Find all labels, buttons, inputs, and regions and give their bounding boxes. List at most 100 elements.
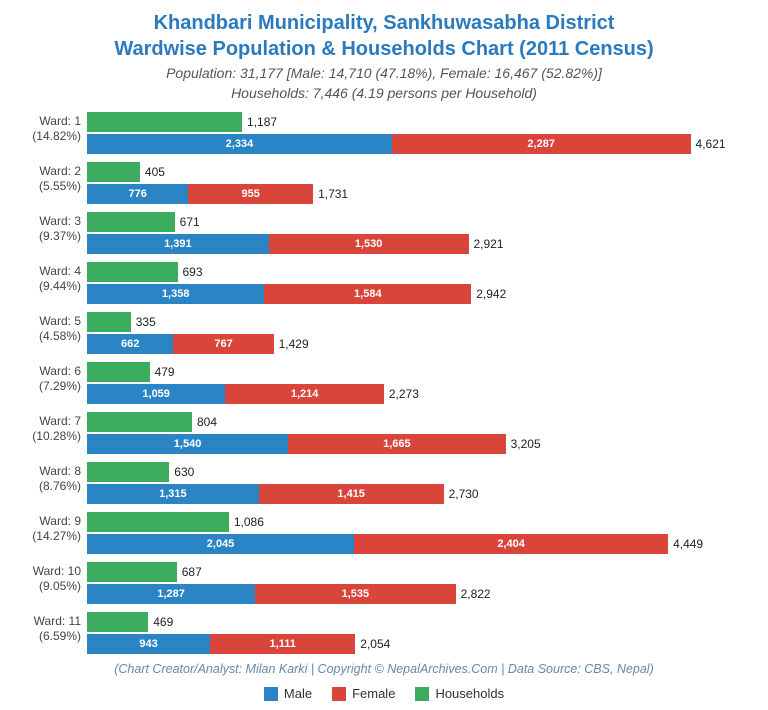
population-total: 4,621 xyxy=(696,137,726,151)
legend-label-male: Male xyxy=(284,686,312,701)
male-bar: 943 xyxy=(87,634,210,654)
ward-label: Ward: 10(9.05%) xyxy=(15,562,87,593)
ward-name: Ward: 5 xyxy=(15,314,81,328)
ward-name: Ward: 11 xyxy=(15,614,81,628)
male-bar: 1,391 xyxy=(87,234,269,254)
ward-pct: (6.59%) xyxy=(15,629,81,643)
ward-name: Ward: 2 xyxy=(15,164,81,178)
population-bar-row: 1,3911,530 2,921 xyxy=(87,234,753,254)
ward-bars: 1,187 2,3342,287 4,621 xyxy=(87,112,753,156)
households-bar xyxy=(87,262,178,282)
population-total: 2,921 xyxy=(474,237,504,251)
legend: Male Female Households xyxy=(15,686,753,701)
ward-bars: 4057769551,731 xyxy=(87,162,753,206)
ward-bars: 8041,5401,6653,205 xyxy=(87,412,753,456)
ward-pct: (4.58%) xyxy=(15,329,81,343)
ward-label: Ward: 4(9.44%) xyxy=(15,262,87,293)
female-bar: 1,530 xyxy=(269,234,469,254)
chart-subtitle-line2: Households: 7,446 (4.19 persons per Hous… xyxy=(15,84,753,102)
households-bar-row: 469 xyxy=(87,612,753,632)
chart-title-line2: Wardwise Population & Households Chart (… xyxy=(15,36,753,62)
ward-pct: (9.05%) xyxy=(15,579,81,593)
households-bar xyxy=(87,112,242,132)
ward-name: Ward: 10 xyxy=(15,564,81,578)
households-bar xyxy=(87,212,175,232)
legend-swatch-female xyxy=(332,687,346,701)
ward-group: Ward: 11(6.59%) 469 9431,1112,054 xyxy=(15,612,753,656)
ward-bars: 479 1,0591,2142,273 xyxy=(87,362,753,406)
population-bar-row: 1,5401,6653,205 xyxy=(87,434,753,454)
ward-label: Ward: 3(9.37%) xyxy=(15,212,87,243)
households-value: 693 xyxy=(183,265,203,279)
footer-note: (Chart Creator/Analyst: Milan Karki | Co… xyxy=(15,662,753,676)
ward-bars: 3356627671,429 xyxy=(87,312,753,356)
households-value: 469 xyxy=(153,615,173,629)
population-bar-row: 2,0452,4044,449 xyxy=(87,534,753,554)
population-bar-row: 2,3342,287 4,621 xyxy=(87,134,753,154)
population-bar-row: 9431,1112,054 xyxy=(87,634,753,654)
households-bar-row: 687 xyxy=(87,562,753,582)
households-bar-row: 671 xyxy=(87,212,753,232)
population-total: 2,942 xyxy=(476,287,506,301)
legend-label-households: Households xyxy=(435,686,504,701)
households-value: 479 xyxy=(155,365,175,379)
households-bar-row: 693 xyxy=(87,262,753,282)
ward-bars: 6871,2871,5352,822 xyxy=(87,562,753,606)
ward-group: Ward: 7(10.28%)8041,5401,6653,205 xyxy=(15,412,753,456)
households-bar xyxy=(87,462,169,482)
ward-pct: (14.27%) xyxy=(15,529,81,543)
households-bar-row: 630 xyxy=(87,462,753,482)
households-value: 671 xyxy=(180,215,200,229)
female-bar: 1,665 xyxy=(288,434,505,454)
ward-group: Ward: 10(9.05%)6871,2871,5352,822 xyxy=(15,562,753,606)
female-bar: 1,111 xyxy=(210,634,355,654)
population-bar-row: 1,3581,584 2,942 xyxy=(87,284,753,304)
households-bar-row: 804 xyxy=(87,412,753,432)
ward-pct: (5.55%) xyxy=(15,179,81,193)
chart-area: Ward: 1(14.82%) 1,187 2,3342,287 4,621 Ward:… xyxy=(15,112,753,656)
ward-pct: (14.82%) xyxy=(15,129,81,143)
ward-label: Ward: 11(6.59%) xyxy=(15,612,87,643)
ward-label: Ward: 2(5.55%) xyxy=(15,162,87,193)
population-total: 2,273 xyxy=(389,387,419,401)
households-bar-row: 1,086 xyxy=(87,512,753,532)
ward-name: Ward: 4 xyxy=(15,264,81,278)
male-bar: 2,334 xyxy=(87,134,392,154)
households-bar-row: 479 xyxy=(87,362,753,382)
households-value: 1,086 xyxy=(234,515,264,529)
households-value: 804 xyxy=(197,415,217,429)
ward-bars: 1,086 2,0452,4044,449 xyxy=(87,512,753,556)
ward-bars: 469 9431,1112,054 xyxy=(87,612,753,656)
ward-name: Ward: 1 xyxy=(15,114,81,128)
ward-bars: 693 1,3581,584 2,942 xyxy=(87,262,753,306)
male-bar: 1,287 xyxy=(87,584,255,604)
female-bar: 1,584 xyxy=(264,284,471,304)
population-bar-row: 1,3151,4152,730 xyxy=(87,484,753,504)
households-value: 1,187 xyxy=(247,115,277,129)
female-bar: 955 xyxy=(188,184,313,204)
legend-swatch-households xyxy=(415,687,429,701)
female-bar: 1,535 xyxy=(255,584,455,604)
ward-label: Ward: 1(14.82%) xyxy=(15,112,87,143)
population-bar-row: 1,0591,2142,273 xyxy=(87,384,753,404)
male-bar: 1,315 xyxy=(87,484,259,504)
male-bar: 2,045 xyxy=(87,534,354,554)
female-bar: 1,415 xyxy=(259,484,444,504)
population-bar-row: 1,2871,5352,822 xyxy=(87,584,753,604)
female-bar: 2,287 xyxy=(392,134,691,154)
population-total: 1,731 xyxy=(318,187,348,201)
population-total: 3,205 xyxy=(511,437,541,451)
male-bar: 1,059 xyxy=(87,384,225,404)
male-bar: 1,358 xyxy=(87,284,264,304)
households-bar xyxy=(87,562,177,582)
ward-group: Ward: 4(9.44%) 693 1,3581,584 2,942 xyxy=(15,262,753,306)
households-bar xyxy=(87,362,150,382)
female-bar: 767 xyxy=(173,334,273,354)
population-total: 4,449 xyxy=(673,537,703,551)
households-bar-row: 1,187 xyxy=(87,112,753,132)
ward-label: Ward: 5(4.58%) xyxy=(15,312,87,343)
households-bar xyxy=(87,412,192,432)
ward-name: Ward: 6 xyxy=(15,364,81,378)
ward-group: Ward: 5(4.58%)3356627671,429 xyxy=(15,312,753,356)
ward-name: Ward: 7 xyxy=(15,414,81,428)
